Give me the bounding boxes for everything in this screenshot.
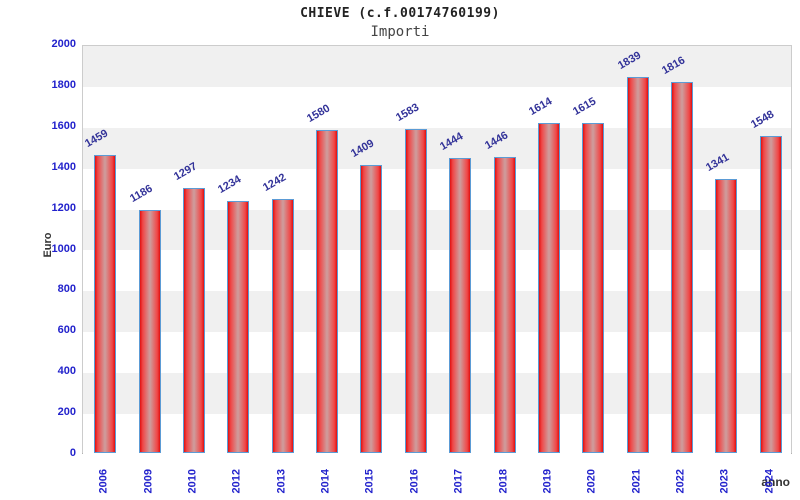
grid-band — [83, 46, 791, 87]
x-axis-title: anno — [761, 475, 790, 489]
bar-2020 — [582, 123, 604, 453]
x-tick-label-2009: 2009 — [142, 469, 155, 494]
y-tick-label: 1000 — [51, 242, 76, 255]
y-tick-label: 0 — [69, 447, 76, 459]
bar-2018 — [494, 157, 516, 453]
y-tick-label: 400 — [57, 365, 76, 378]
y-tick-label: 2000 — [51, 38, 76, 50]
x-tick-label-2023: 2023 — [718, 469, 731, 494]
plot-area: 1459 1186 1297 1234 1242 1580 1409 1583 1444 1446… — [82, 45, 792, 455]
bar-2021 — [627, 77, 649, 453]
bar-2010 — [183, 188, 205, 453]
chart-subtitle: Importi — [370, 24, 430, 40]
bar-2016 — [405, 129, 427, 453]
bar-2019 — [538, 123, 560, 453]
x-tick-label-2014: 2014 — [319, 469, 332, 494]
y-tick-label: 200 — [57, 406, 76, 419]
x-tick-label-2013: 2013 — [275, 469, 288, 494]
bar-2023 — [715, 179, 737, 453]
bar-2024 — [760, 136, 782, 453]
bar-2017 — [449, 158, 471, 453]
x-tick-label-2018: 2018 — [497, 469, 510, 494]
bar-2009 — [139, 210, 161, 453]
x-tick-label-2006: 2006 — [97, 469, 110, 494]
x-tick-label-2016: 2016 — [408, 469, 421, 494]
y-tick-label: 600 — [57, 324, 76, 337]
x-tick-label-2019: 2019 — [541, 469, 554, 494]
y-tick-label: 1400 — [51, 160, 76, 173]
x-tick-label-2010: 2010 — [186, 469, 199, 494]
y-tick-label: 1200 — [51, 201, 76, 214]
x-tick-label-2021: 2021 — [630, 469, 643, 494]
x-tick-label-2012: 2012 — [230, 469, 243, 494]
y-tick-label: 1600 — [51, 119, 76, 132]
chart-title: CHIEVE (c.f.00174760199) — [300, 6, 500, 21]
bar-2006 — [94, 155, 116, 453]
x-tick-label-2017: 2017 — [452, 469, 465, 494]
x-tick-label-2015: 2015 — [363, 469, 376, 494]
bar-2013 — [272, 199, 294, 453]
bar-2014 — [316, 130, 338, 453]
x-tick-label-2024: 2024 — [763, 469, 776, 494]
bar-2022 — [671, 82, 693, 453]
y-tick-label: 800 — [57, 283, 76, 296]
x-tick-label-2020: 2020 — [585, 469, 598, 494]
bar-2015 — [360, 165, 382, 453]
y-tick-label: 1800 — [51, 78, 76, 91]
x-tick-label-2022: 2022 — [674, 469, 687, 494]
bar-2012 — [227, 201, 249, 453]
